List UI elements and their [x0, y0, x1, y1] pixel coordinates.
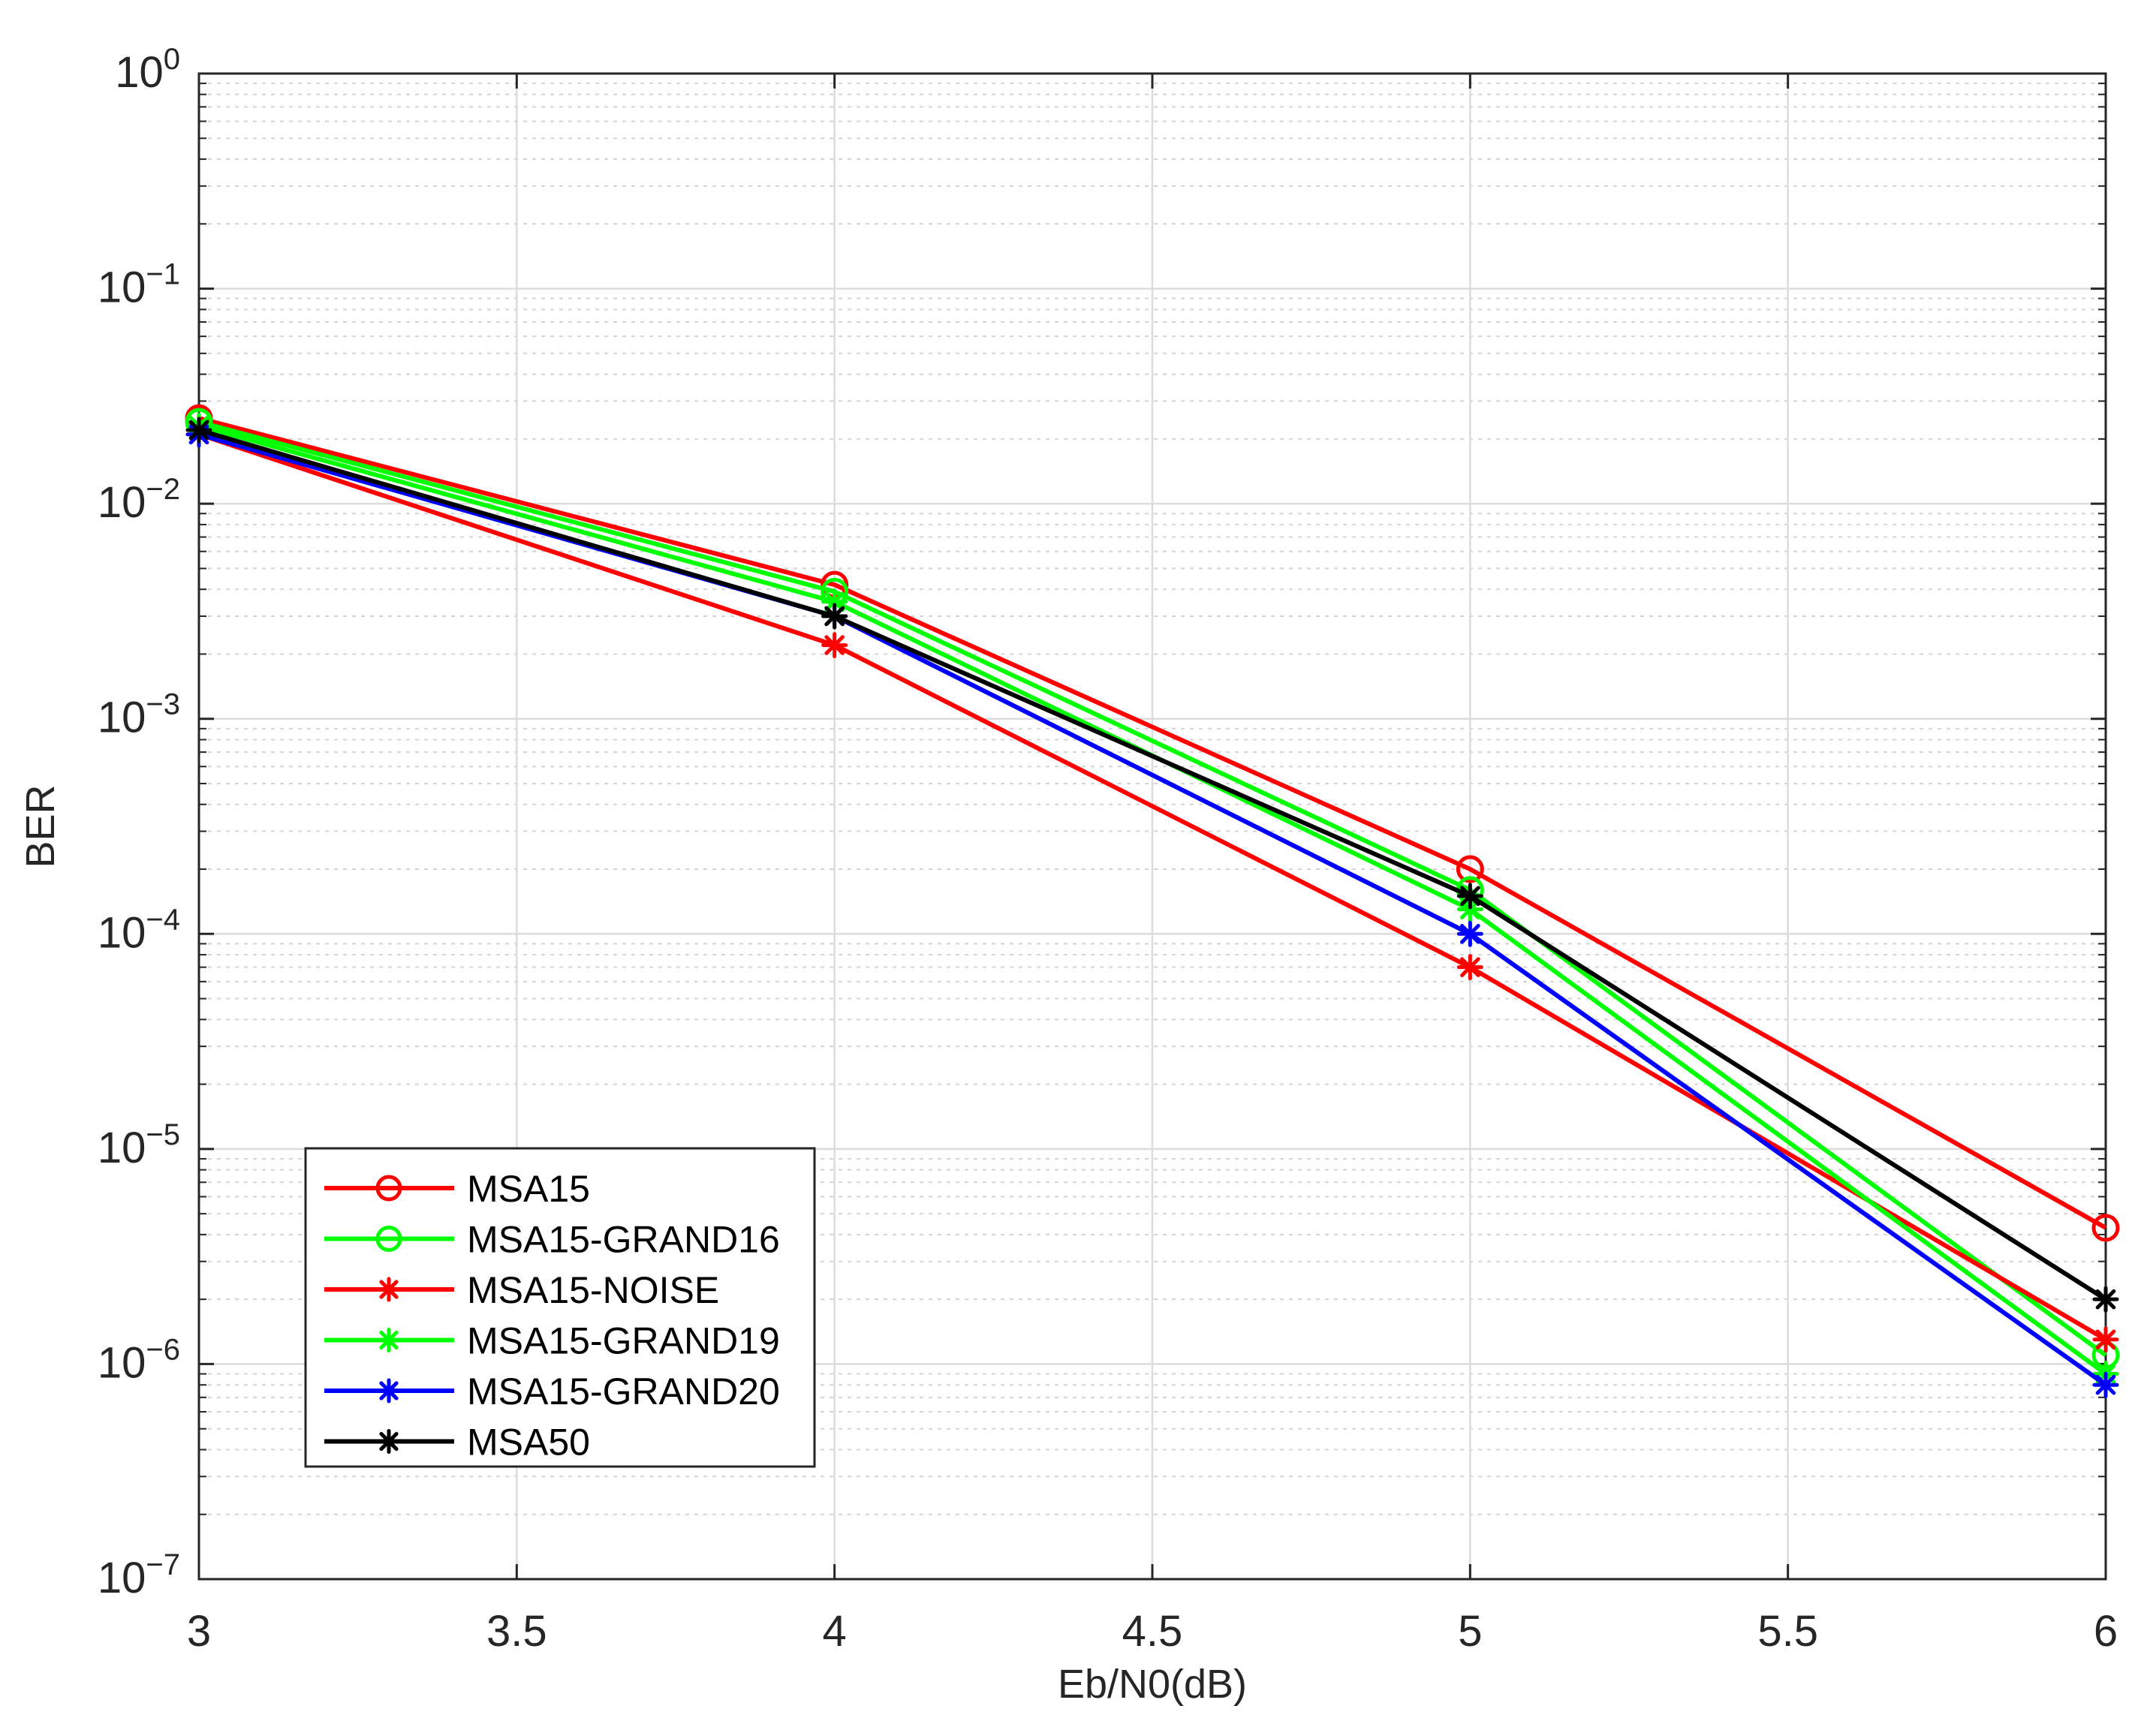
y-tick-label-exponent: −5	[146, 1118, 180, 1151]
y-tick-label-exponent: 0	[164, 43, 180, 76]
y-tick-label: 10−6	[98, 1333, 180, 1387]
x-tick-label: 4	[823, 1607, 847, 1656]
y-axis-label: BER	[18, 784, 63, 868]
asterisk-marker	[185, 417, 212, 444]
asterisk-stroke	[379, 1330, 399, 1350]
y-tick-label: 100	[115, 43, 180, 97]
x-tick-labels: 3 3.5 4 4.5 5 5.5 6	[187, 1607, 2118, 1656]
asterisk-stroke	[824, 606, 845, 627]
x-tick-label: 4.5	[1122, 1607, 1183, 1656]
axis-ticks	[197, 72, 2107, 1581]
legend-label: MSA15-GRAND20	[467, 1370, 780, 1413]
asterisk-marker	[2092, 1371, 2119, 1398]
legend-box	[304, 1147, 816, 1468]
plot-frame	[197, 72, 2107, 1581]
y-tick-label: 10−5	[98, 1118, 180, 1172]
legend-label: MSA15-GRAND16	[467, 1219, 780, 1261]
legend-entry: MSA15	[324, 1168, 590, 1210]
y-tick-label-exponent: −7	[146, 1548, 180, 1581]
y-tick-label-base: 10	[98, 693, 146, 742]
series-line	[198, 416, 2107, 1230]
asterisk-stroke	[824, 635, 845, 655]
asterisk-marker	[1456, 920, 1483, 947]
y-tick-label-base: 10	[98, 263, 146, 312]
y-tick-label-exponent: −1	[146, 258, 180, 291]
y-tick-label: 10−3	[98, 688, 180, 742]
y-tick-label: 10−4	[98, 903, 180, 957]
asterisk-stroke	[1460, 957, 1480, 977]
y-tick-label-exponent: −4	[146, 903, 180, 936]
asterisk-marker	[376, 1277, 402, 1302]
y-tick-label-exponent: −3	[146, 688, 180, 721]
asterisk-stroke	[1460, 923, 1480, 944]
series-line	[198, 420, 2107, 1357]
legend-label: MSA15-GRAND19	[467, 1320, 780, 1362]
asterisk-marker	[821, 632, 848, 659]
legend-label: MSA15	[467, 1168, 590, 1210]
asterisk-marker	[376, 1378, 402, 1404]
legend-entry: MSA15-GRAND19	[324, 1320, 780, 1362]
y-tick-label-base: 10	[98, 908, 146, 957]
x-tick-label: 3.5	[486, 1607, 547, 1656]
asterisk-stroke	[824, 591, 845, 612]
circle-marker	[375, 1175, 402, 1202]
asterisk-marker	[376, 1429, 402, 1454]
x-tick-label: 3	[187, 1607, 211, 1656]
asterisk-stroke	[2095, 1374, 2116, 1395]
asterisk-stroke	[1460, 886, 1480, 907]
circle-marker	[1456, 855, 1484, 883]
legend-entry: MSA15-NOISE	[324, 1269, 719, 1311]
series-msa15-noise	[185, 421, 2119, 1353]
series-line	[198, 432, 2107, 1342]
x-tick-label: 5.5	[1757, 1607, 1818, 1656]
y-tick-label: 10−7	[98, 1548, 180, 1602]
asterisk-marker	[821, 603, 848, 630]
legend: MSA15 MSA15-GRAND16 MSA15-NOISE MSA15-GRAND…	[304, 1147, 816, 1468]
y-tick-label: 10−1	[98, 258, 180, 312]
asterisk-stroke	[379, 1381, 399, 1401]
y-tick-label-exponent: −6	[146, 1333, 180, 1366]
legend-label: MSA50	[467, 1422, 590, 1464]
y-tick-label-base: 10	[98, 1554, 146, 1602]
asterisk-stroke	[188, 420, 209, 441]
x-tick-label: 6	[2094, 1607, 2118, 1656]
asterisk-stroke	[379, 1431, 399, 1452]
asterisk-stroke	[2095, 1329, 2116, 1350]
x-tick-label: 5	[1458, 1607, 1482, 1656]
y-tick-label-exponent: −2	[146, 473, 180, 506]
circle-marker	[375, 1226, 402, 1252]
legend-entry: MSA15-GRAND16	[324, 1219, 780, 1261]
asterisk-marker	[1456, 954, 1483, 981]
y-tick-label-base: 10	[98, 1124, 146, 1172]
legend-entry: MSA15-GRAND20	[324, 1370, 780, 1413]
legend-entry: MSA50	[324, 1422, 590, 1464]
y-tick-label-base: 10	[98, 478, 146, 527]
y-tick-label-base: 10	[98, 1338, 146, 1387]
y-tick-label: 10−2	[98, 473, 180, 527]
asterisk-stroke	[379, 1280, 399, 1299]
asterisk-marker	[376, 1328, 402, 1352]
asterisk-marker	[1456, 883, 1483, 910]
asterisk-marker	[2092, 1326, 2119, 1353]
asterisk-stroke	[2095, 1289, 2116, 1310]
circle-marker	[2091, 1214, 2120, 1242]
series-line	[198, 428, 2107, 1301]
series-msa50	[185, 417, 2119, 1313]
x-axis-label: Eb/N0(dB)	[1058, 1662, 1247, 1707]
y-tick-label-base: 10	[115, 48, 164, 97]
series-layer	[185, 404, 2120, 1398]
asterisk-marker	[2092, 1286, 2119, 1313]
legend-label: MSA15-NOISE	[467, 1269, 719, 1311]
